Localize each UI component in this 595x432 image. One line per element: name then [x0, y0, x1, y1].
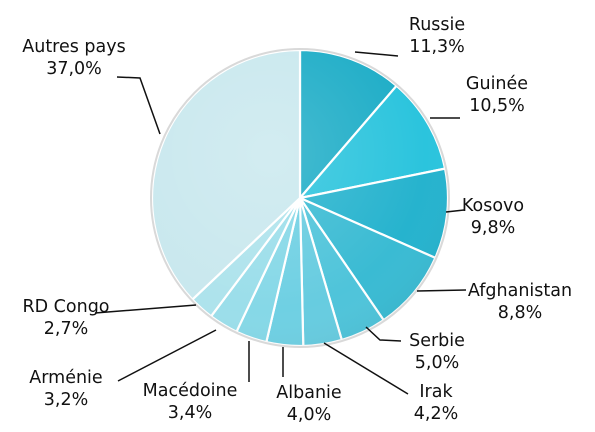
slice-name: Albanie — [276, 383, 341, 403]
slice-value: 3,2% — [44, 390, 88, 410]
slice-label-russie: Russie 11,3% — [409, 15, 465, 57]
slice-value: 3,4% — [168, 403, 212, 423]
leader-line-serbie — [365, 326, 402, 342]
slice-label-albanie: Albanie 4,0% — [276, 383, 341, 425]
slice-label-serbie: Serbie 5,0% — [409, 331, 465, 373]
leader-line-russie — [354, 51, 399, 57]
slice-labels: Russie 11,3%Guinée 10,5% Kosovo 9,8% Afghanis… — [22, 15, 572, 425]
pie-slices — [150, 48, 450, 348]
slice-label-autres-pays: Autres pays 37,0% — [22, 37, 126, 79]
slice-label-guin-e: Guinée 10,5% — [466, 74, 528, 116]
slice-name: Russie — [409, 15, 465, 35]
slice-name: Arménie — [29, 368, 102, 388]
slice-value: 4,2% — [414, 404, 458, 424]
leader-line-afghanistan — [416, 289, 467, 292]
slice-value: 11,3% — [409, 37, 465, 57]
leader-line-arm-nie — [117, 329, 217, 382]
slice-name: Irak — [419, 382, 453, 402]
slice-name: RD Congo — [22, 297, 109, 317]
slice-label-afghanistan: Afghanistan 8,8% — [468, 281, 572, 323]
slice-label-irak: Irak 4,2% — [414, 382, 458, 424]
slice-value: 4,0% — [287, 405, 331, 425]
slice-value: 5,0% — [415, 353, 459, 373]
slice-value: 9,8% — [471, 218, 515, 238]
slice-name: Guinée — [466, 74, 528, 94]
slice-name: Autres pays — [22, 37, 126, 57]
leader-line-rd-congo — [94, 304, 197, 314]
slice-value: 8,8% — [498, 303, 542, 323]
slice-name: Macédoine — [143, 381, 238, 401]
slice-name: Afghanistan — [468, 281, 572, 301]
leader-line-irak — [323, 342, 409, 395]
slice-value: 2,7% — [44, 319, 88, 339]
slice-label-mac-doine: Macédoine 3,4% — [143, 381, 238, 423]
slice-name: Kosovo — [462, 196, 524, 216]
slice-label-arm-nie: Arménie 3,2% — [29, 368, 102, 410]
leader-line-autres-pays — [116, 76, 161, 135]
slice-label-kosovo: Kosovo 9,8% — [462, 196, 524, 238]
slice-value: 37,0% — [46, 59, 102, 79]
leader-lines — [94, 51, 467, 395]
pie-rim — [150, 48, 450, 348]
slice-name: Serbie — [409, 331, 465, 351]
slice-label-rd-congo: RD Congo 2,7% — [22, 297, 109, 339]
slice-value: 10,5% — [469, 96, 525, 116]
leader-line-kosovo — [445, 209, 465, 213]
